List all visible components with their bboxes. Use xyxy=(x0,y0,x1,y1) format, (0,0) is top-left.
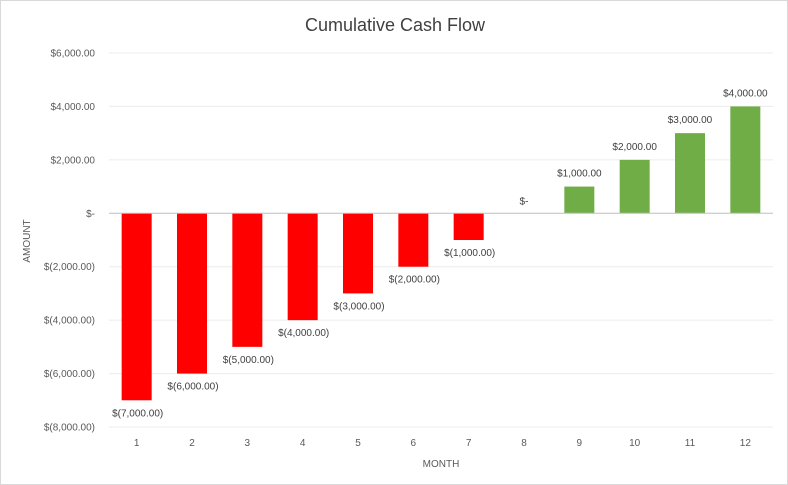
y-tick-label: $6,000.00 xyxy=(51,49,96,60)
data-label: $4,000.00 xyxy=(723,88,768,99)
bar-month-9 xyxy=(564,186,595,214)
x-tick-label: 9 xyxy=(577,438,583,449)
bar-month-7 xyxy=(453,213,484,240)
bar-month-2 xyxy=(177,213,207,374)
data-label: $2,000.00 xyxy=(612,142,657,153)
y-tick-label: $(4,000.00) xyxy=(44,316,95,327)
chart-title: Cumulative Cash Flow xyxy=(305,15,486,35)
data-label: $(6,000.00) xyxy=(167,382,218,393)
y-tick-label: $(8,000.00) xyxy=(44,423,95,434)
data-label: $(5,000.00) xyxy=(223,355,274,366)
x-tick-label: 5 xyxy=(355,438,361,449)
x-tick-label: 7 xyxy=(466,438,472,449)
bar-month-6 xyxy=(398,213,429,267)
x-tick-label: 6 xyxy=(411,438,417,449)
bar-month-12 xyxy=(730,106,761,214)
y-tick-label: $4,000.00 xyxy=(51,102,96,113)
bar-month-1 xyxy=(121,213,152,401)
data-label: $(7,000.00) xyxy=(112,408,163,419)
x-tick-label: 8 xyxy=(521,438,527,449)
y-axis-title: AMOUNT xyxy=(22,219,33,262)
x-tick-label: 11 xyxy=(685,438,696,449)
y-axis-tick-labels: $6,000.00 $4,000.00 $2,000.00 $- $(2,000.00)… xyxy=(44,49,96,434)
bars xyxy=(121,106,761,401)
bar-month-4 xyxy=(287,213,318,321)
data-label: $(1,000.00) xyxy=(444,248,495,259)
x-axis-title: MONTH xyxy=(423,459,460,470)
bar-month-11 xyxy=(675,133,705,214)
x-tick-label: 1 xyxy=(134,438,140,449)
y-tick-label: $2,000.00 xyxy=(51,155,96,166)
bar-month-10 xyxy=(619,159,650,214)
x-tick-label: 12 xyxy=(740,438,752,449)
y-tick-label: $(6,000.00) xyxy=(44,369,95,380)
gridlines xyxy=(109,52,773,428)
data-label: $1,000.00 xyxy=(557,169,602,180)
bar-month-5 xyxy=(343,213,373,294)
data-label: $3,000.00 xyxy=(668,115,713,126)
x-tick-label: 3 xyxy=(245,438,251,449)
x-axis-tick-labels: 1 2 3 4 5 6 7 8 9 10 11 12 xyxy=(134,438,751,449)
x-tick-label: 2 xyxy=(189,438,195,449)
data-label: $(3,000.00) xyxy=(333,301,384,312)
bar-month-3 xyxy=(232,213,263,347)
data-label: $- xyxy=(520,196,529,207)
data-label: $(2,000.00) xyxy=(389,275,440,286)
data-labels: $(7,000.00) $(6,000.00) $(5,000.00) $(4,000… xyxy=(112,88,768,419)
y-tick-label: $(2,000.00) xyxy=(44,262,95,273)
data-label: $(4,000.00) xyxy=(278,328,329,339)
x-tick-label: 10 xyxy=(629,438,641,449)
y-tick-label: $- xyxy=(86,209,95,220)
x-tick-label: 4 xyxy=(300,438,306,449)
